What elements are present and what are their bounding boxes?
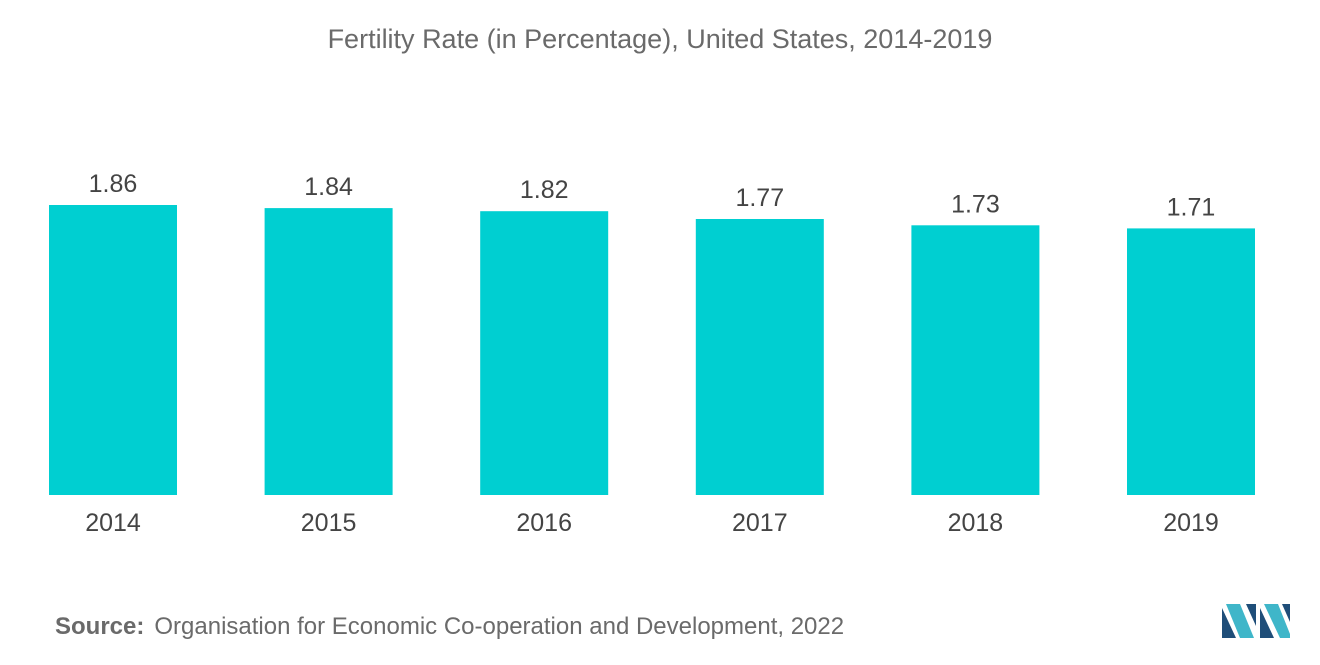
value-label-2014: 1.86 — [89, 170, 138, 198]
mordor-intelligence-logo-icon — [1222, 604, 1290, 638]
category-label-2018: 2018 — [948, 509, 1004, 537]
bar-2014 — [49, 205, 177, 495]
value-labels-group: 1.86 1.84 1.82 1.77 1.73 1.71 — [89, 170, 1216, 221]
category-label-2015: 2015 — [301, 509, 357, 537]
logo-shape-5 — [1264, 604, 1290, 638]
category-label-2017: 2017 — [732, 509, 788, 537]
logo-shape-3 — [1246, 604, 1256, 626]
logo-shape-1 — [1222, 608, 1236, 638]
bar-2018 — [911, 225, 1040, 496]
category-labels-group: 2014 2015 2016 2017 2018 2019 — [85, 509, 1219, 537]
logo-shape-6 — [1282, 604, 1290, 622]
bar-chart: 1.86 1.84 1.82 1.77 1.73 1.71 2014 2015 2016 201… — [49, 170, 1255, 537]
value-label-2015: 1.84 — [304, 173, 353, 201]
source-label: Source: — [55, 613, 145, 640]
category-label-2016: 2016 — [516, 509, 572, 537]
source-note: Source: Organisation for Economic Co-oper… — [55, 613, 844, 641]
category-label-2019: 2019 — [1163, 509, 1219, 537]
value-label-2016: 1.82 — [520, 176, 569, 204]
value-label-2019: 1.71 — [1167, 193, 1216, 221]
chart-title: Fertility Rate (in Percentage), United S… — [327, 24, 993, 54]
logo-shape-2 — [1226, 604, 1254, 638]
source-text: Organisation for Economic Co-operation a… — [154, 613, 845, 640]
bars-group — [49, 205, 1255, 496]
value-label-2018: 1.73 — [951, 190, 1000, 218]
bar-2019 — [1127, 228, 1255, 495]
bar-2015 — [264, 208, 393, 495]
bar-2017 — [695, 219, 824, 495]
category-label-2014: 2014 — [85, 509, 141, 537]
logo-shape-4 — [1260, 608, 1274, 638]
value-label-2017: 1.77 — [735, 184, 784, 212]
bar-2016 — [480, 211, 609, 495]
